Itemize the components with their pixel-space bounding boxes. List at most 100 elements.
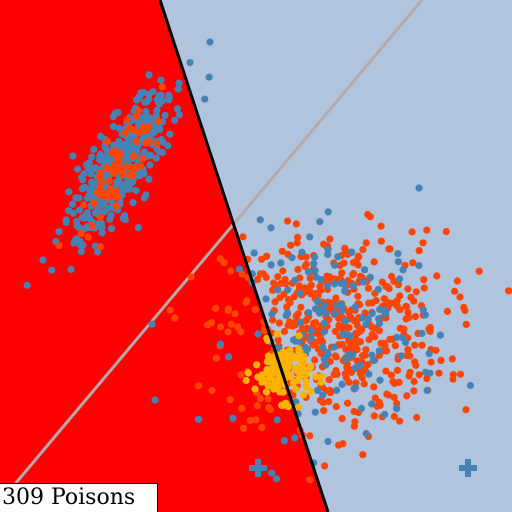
data-point xyxy=(336,261,344,269)
data-point xyxy=(272,475,281,483)
data-point xyxy=(432,346,440,354)
data-point xyxy=(292,220,300,228)
data-point xyxy=(75,206,83,214)
data-point xyxy=(243,297,251,305)
data-point xyxy=(294,265,302,274)
data-point xyxy=(331,327,339,335)
data-point xyxy=(423,386,431,395)
data-point xyxy=(253,402,261,410)
data-point xyxy=(291,434,299,442)
data-point xyxy=(402,302,410,310)
data-point xyxy=(358,374,366,382)
data-point xyxy=(304,268,312,276)
data-point xyxy=(423,375,431,383)
data-point xyxy=(317,286,325,295)
data-point xyxy=(78,213,86,221)
data-point xyxy=(326,386,334,394)
data-point xyxy=(319,391,327,399)
data-point xyxy=(284,403,292,411)
data-point xyxy=(375,327,383,335)
data-point xyxy=(68,200,77,208)
data-point xyxy=(419,306,427,314)
data-point xyxy=(302,253,310,261)
data-point xyxy=(319,398,327,406)
data-point xyxy=(258,371,267,379)
data-point xyxy=(305,309,313,317)
data-point xyxy=(314,298,322,306)
data-point xyxy=(291,276,299,284)
data-point xyxy=(456,293,464,301)
data-point xyxy=(146,161,154,169)
data-point xyxy=(132,187,140,195)
data-point xyxy=(350,407,358,416)
data-point xyxy=(98,224,106,232)
data-point xyxy=(302,378,310,386)
data-point xyxy=(418,329,426,338)
data-point xyxy=(118,170,126,179)
data-point xyxy=(289,322,297,330)
data-point xyxy=(145,95,153,103)
data-point xyxy=(145,123,153,131)
data-point xyxy=(225,353,233,361)
data-point xyxy=(173,105,182,113)
data-point xyxy=(410,377,418,386)
data-point xyxy=(393,366,401,374)
data-point xyxy=(254,330,262,338)
data-point xyxy=(152,154,160,162)
data-point xyxy=(86,215,94,223)
data-point xyxy=(111,161,119,169)
data-point xyxy=(369,357,377,365)
data-point xyxy=(107,225,116,233)
data-point xyxy=(263,252,271,260)
data-point xyxy=(375,315,383,323)
data-point xyxy=(426,327,434,336)
data-point xyxy=(307,387,315,395)
data-point xyxy=(239,233,247,241)
data-point xyxy=(393,297,401,305)
data-point xyxy=(404,346,412,354)
data-point xyxy=(153,106,161,114)
data-point xyxy=(415,247,423,255)
data-point xyxy=(386,335,394,343)
data-point xyxy=(284,286,292,294)
data-point xyxy=(301,262,309,271)
data-point xyxy=(313,386,322,394)
data-point xyxy=(254,275,262,283)
data-point xyxy=(370,258,378,266)
data-points xyxy=(23,38,512,484)
data-point xyxy=(92,164,100,172)
data-point xyxy=(85,185,93,193)
data-point xyxy=(155,148,163,156)
data-point xyxy=(393,404,401,412)
data-point xyxy=(399,266,407,274)
data-point xyxy=(135,129,143,137)
data-point xyxy=(287,351,295,359)
data-point xyxy=(80,170,88,178)
data-point xyxy=(462,320,470,328)
data-point xyxy=(311,408,319,416)
data-point xyxy=(461,306,469,315)
data-point xyxy=(361,266,369,274)
data-point xyxy=(410,387,418,395)
data-point xyxy=(292,337,300,345)
data-point xyxy=(320,328,328,336)
data-point xyxy=(418,341,426,349)
data-point xyxy=(425,350,433,358)
data-point xyxy=(375,347,383,355)
data-point xyxy=(95,173,104,181)
data-point xyxy=(403,392,411,400)
data-point xyxy=(240,424,248,432)
data-point xyxy=(77,229,85,237)
data-point xyxy=(263,334,271,342)
data-point xyxy=(406,368,414,376)
data-point xyxy=(402,315,410,323)
data-point xyxy=(129,199,137,207)
data-point xyxy=(297,303,305,311)
data-point xyxy=(287,241,295,249)
data-point xyxy=(368,309,376,317)
data-point xyxy=(351,303,359,311)
data-point xyxy=(83,209,91,217)
data-point xyxy=(201,95,209,103)
data-point xyxy=(212,354,220,362)
